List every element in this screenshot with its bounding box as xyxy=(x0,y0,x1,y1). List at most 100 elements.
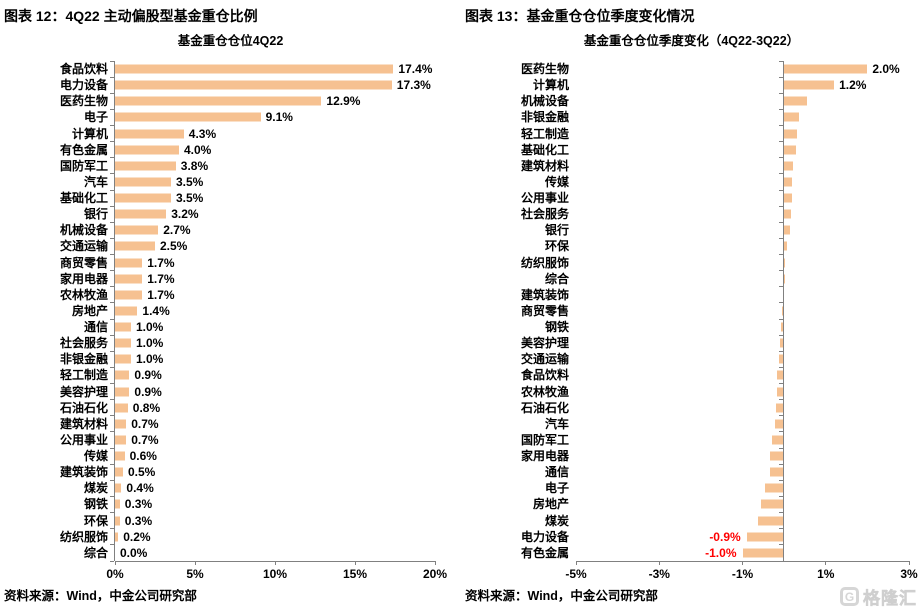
category-label: 电力设备 xyxy=(520,529,569,544)
category-axis-tick xyxy=(110,334,114,336)
category-label: 综合 xyxy=(544,271,569,286)
bar-row: 通信 xyxy=(545,464,909,480)
category-axis-tick xyxy=(110,431,114,433)
category-axis-tick xyxy=(110,108,114,110)
category-axis-tick xyxy=(779,366,784,368)
category-axis-tick xyxy=(779,205,784,207)
category-axis-tick xyxy=(110,157,114,159)
bar xyxy=(784,145,796,155)
value-label: -0.9% xyxy=(709,529,741,544)
category-label: 计算机 xyxy=(71,126,108,141)
bar xyxy=(115,532,119,542)
category-label: 农林牧渔 xyxy=(520,384,569,399)
category-axis-tick xyxy=(110,76,114,78)
bar xyxy=(784,241,788,251)
bar-row: 轻工制造 xyxy=(521,126,909,142)
category-axis-tick xyxy=(779,512,784,514)
bar-row: 传媒 0.6% xyxy=(84,448,435,464)
category-axis-tick xyxy=(110,350,114,352)
category-axis-tick xyxy=(779,286,784,288)
category-axis-tick xyxy=(779,463,784,465)
bar-row: 商贸零售 1.7% xyxy=(60,255,435,271)
category-axis-tick xyxy=(779,334,784,336)
value-label: 0.5% xyxy=(128,465,156,480)
category-label: 纺织服饰 xyxy=(59,529,108,544)
bar xyxy=(115,209,167,219)
value-label: 1.4% xyxy=(142,303,170,318)
bar-row: 机械设备 xyxy=(521,93,909,109)
bar-row: 电子 xyxy=(545,480,909,496)
bar-row: 商贸零售 xyxy=(521,303,909,319)
bar xyxy=(115,451,125,461)
bar-row: 汽车 3.5% xyxy=(84,174,435,190)
bar xyxy=(784,209,791,219)
value-label: 3.8% xyxy=(180,158,209,173)
category-axis-tick xyxy=(110,383,114,385)
category-label: 纺织服饰 xyxy=(520,255,569,270)
bar-chart-holdings-4q22: 食品饮料 17.4% 电力设备 17.3% 医药生物 12.9% 电子 9.1% 计算机 4.3%… xyxy=(60,60,447,580)
category-axis-tick xyxy=(779,254,784,256)
bar-row: 交通运输 2.5% xyxy=(60,238,435,254)
bar xyxy=(115,370,130,380)
category-label: 银行 xyxy=(83,207,108,222)
category-label: 轻工制造 xyxy=(520,126,569,141)
bar-row: 农林牧渔 1.7% xyxy=(60,287,435,303)
category-axis-line xyxy=(114,61,115,561)
bar xyxy=(115,354,131,364)
source-note-right: 资料来源：Wind，中金公司研究部 xyxy=(465,589,658,603)
bar-row: 传媒 xyxy=(545,174,909,190)
value-axis-tick xyxy=(658,561,660,565)
category-label: 美容护理 xyxy=(59,384,108,399)
value-label: 3.5% xyxy=(176,191,204,206)
bar xyxy=(115,467,123,477)
bar xyxy=(115,338,131,348)
value-axis-tick xyxy=(274,561,276,565)
bar-row: 社会服务 xyxy=(521,206,909,222)
category-axis-tick xyxy=(110,366,114,368)
value-label: 0.8% xyxy=(132,400,161,415)
bar xyxy=(784,129,797,139)
bar-row: 非银金融 xyxy=(521,109,909,125)
value-axis-tick-label: 10% xyxy=(262,567,288,581)
bar xyxy=(115,129,184,139)
category-label: 非银金融 xyxy=(520,110,569,125)
category-label: 机械设备 xyxy=(520,94,569,109)
category-axis-tick xyxy=(110,60,114,62)
category-label: 公用事业 xyxy=(520,191,569,206)
bar xyxy=(115,64,394,74)
category-axis-tick xyxy=(110,92,114,94)
category-label: 家用电器 xyxy=(59,271,108,286)
value-label: 0.3% xyxy=(124,513,153,528)
category-label: 房地产 xyxy=(532,497,569,512)
category-label: 有色金属 xyxy=(520,545,569,560)
category-axis-tick xyxy=(110,221,114,223)
bar xyxy=(777,370,785,380)
category-label: 煤炭 xyxy=(83,481,108,496)
bar-row: 农林牧渔 xyxy=(521,384,909,400)
bar-row: 综合 0.0% xyxy=(84,545,435,561)
bar xyxy=(115,483,122,493)
bar-row: 食品饮料 17.4% xyxy=(60,61,435,77)
category-label: 有色金属 xyxy=(59,142,108,157)
bar xyxy=(772,435,785,445)
bar xyxy=(784,96,808,106)
bar-row: 电子 9.1% xyxy=(84,109,435,125)
category-label: 通信 xyxy=(83,320,108,335)
value-label: 1.0% xyxy=(136,352,164,367)
bar-row: 银行 3.2% xyxy=(84,206,435,222)
value-axis-tick xyxy=(354,561,356,565)
bar xyxy=(784,112,800,122)
panel-figure-13: 图表 13：基金重仓仓位季度变化情况 基金重仓仓位季度变化（4Q22-3Q22）… xyxy=(461,0,922,612)
category-axis-tick xyxy=(110,544,114,546)
category-label: 钢铁 xyxy=(544,320,569,335)
value-label: 0.7% xyxy=(131,432,159,447)
category-axis-tick xyxy=(779,544,784,546)
value-label: 0.2% xyxy=(123,529,151,544)
category-label: 农林牧渔 xyxy=(59,287,108,302)
value-axis-tick-label: -5% xyxy=(565,567,587,581)
category-axis-tick xyxy=(779,157,784,159)
bar-row: 计算机 4.3% xyxy=(72,126,435,142)
category-label: 公用事业 xyxy=(59,432,108,447)
category-axis-tick xyxy=(779,399,784,401)
category-axis-tick xyxy=(110,125,114,127)
